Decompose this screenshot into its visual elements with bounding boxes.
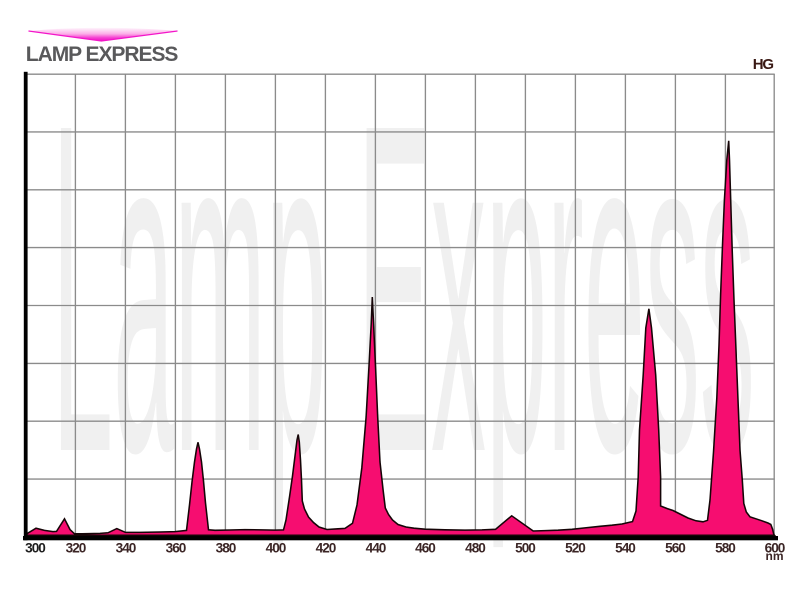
svg-text:560: 560 (665, 541, 685, 556)
svg-text:Lamp Express: Lamp Express (52, 27, 755, 552)
svg-text:520: 520 (565, 541, 585, 556)
svg-text:380: 380 (216, 541, 236, 556)
svg-text:500: 500 (515, 541, 535, 556)
svg-text:300: 300 (25, 541, 45, 556)
svg-text:340: 340 (116, 541, 136, 556)
svg-text:420: 420 (316, 541, 336, 556)
svg-text:460: 460 (415, 541, 435, 556)
svg-text:360: 360 (166, 541, 186, 556)
svg-text:480: 480 (465, 541, 485, 556)
svg-text:400: 400 (266, 541, 286, 556)
svg-text:440: 440 (366, 541, 386, 556)
svg-text:nm: nm (766, 549, 784, 563)
svg-text:600: 600 (765, 541, 785, 556)
svg-text:LAMP EXPRESS: LAMP EXPRESS (26, 43, 179, 66)
svg-text:580: 580 (715, 541, 735, 556)
svg-text:320: 320 (66, 541, 86, 556)
svg-text:HG: HG (753, 56, 774, 73)
svg-text:540: 540 (615, 541, 635, 556)
